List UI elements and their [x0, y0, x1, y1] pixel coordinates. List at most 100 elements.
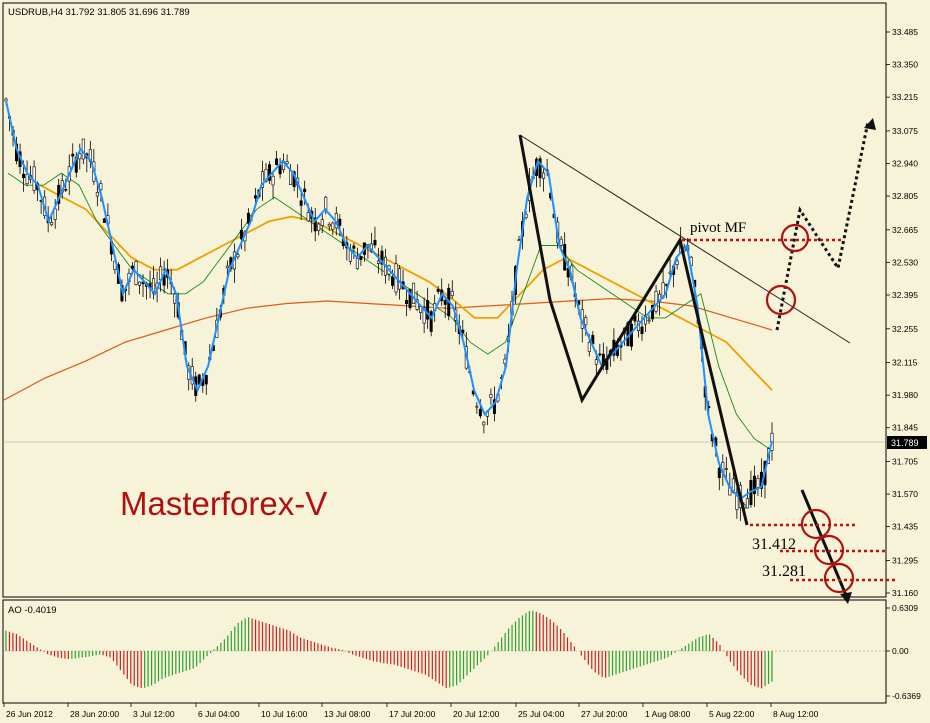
price-tick-label: 31.845 [892, 423, 918, 433]
candle-body [246, 212, 250, 224]
price-tick-label: 31.435 [892, 522, 918, 532]
candle-body [53, 208, 57, 220]
candle-body [492, 399, 496, 415]
time-tick-label: 27 Jul 20:00 [581, 709, 628, 719]
level-label-1: 31.412 [752, 536, 796, 553]
price-tick-label: 32.530 [892, 257, 918, 267]
target-circle-3 [823, 562, 855, 594]
time-tick-label: 3 Jul 12:00 [133, 709, 175, 719]
candle-body [359, 255, 363, 260]
time-tick-label: 13 Jul 08:00 [324, 709, 371, 719]
candle-body [587, 342, 591, 352]
candle-body [271, 175, 275, 186]
candle-body [95, 192, 99, 197]
candle-body [478, 408, 482, 417]
candle-body [745, 498, 749, 509]
candle-body [594, 359, 598, 365]
price-tick-label: 31.705 [892, 456, 918, 466]
candle-body [327, 224, 331, 227]
zigzag-wave-line [518, 134, 749, 526]
price-tick-label: 33.215 [892, 92, 918, 102]
price-axis: 33.485 33.350 33.215 33.075 32.940 32.805 32.6… [886, 27, 918, 598]
price-tick-label: 33.350 [892, 60, 918, 70]
candle-body [559, 238, 563, 246]
candle-body [675, 260, 679, 265]
candle-body [489, 394, 493, 398]
candle-body [373, 239, 377, 246]
price-tick-label: 31.980 [892, 390, 918, 400]
pivot-label: pivot MF [690, 220, 746, 236]
price-tick-label: 31.570 [892, 489, 918, 499]
candle-body [25, 174, 29, 184]
target-circle-pivot [780, 223, 810, 253]
candle-body [268, 164, 272, 181]
candle-body [717, 467, 721, 479]
candle-body [538, 158, 542, 179]
price-tick-label: 32.940 [892, 159, 918, 169]
ma-blue-path [5, 100, 773, 501]
ao-axis: 0.6309 0.00 -0.6369 [886, 603, 921, 701]
projection-dotted-path [775, 121, 870, 331]
price-tick-label: 32.665 [892, 225, 918, 235]
candle-body [313, 217, 317, 232]
price-tick-label: 32.115 [892, 358, 918, 368]
candle-body [436, 289, 440, 292]
candle-body [756, 478, 760, 488]
candle-body [275, 158, 279, 165]
candle-body [317, 223, 321, 232]
price-tick-label: 32.255 [892, 324, 918, 334]
candle-body [443, 300, 447, 305]
candle-body [130, 265, 134, 269]
price-tick-label: 33.075 [892, 126, 918, 136]
arrow-head-up [864, 118, 876, 130]
candle-body [647, 319, 651, 322]
candle-body [22, 173, 26, 179]
price-tick-label: 31.295 [892, 555, 918, 565]
ao-label: AO -0.4019 [8, 605, 57, 616]
candle-body [253, 195, 257, 199]
candle-body [173, 293, 177, 304]
chart-header: USDRUB,H4 31.792 31.805 31.696 31.789 [8, 7, 190, 18]
price-tick-label: 32.395 [892, 290, 918, 300]
candle-body [239, 229, 243, 240]
candle-body [415, 299, 419, 310]
ao-tick-label: 0.6309 [892, 603, 918, 613]
candle-body [651, 304, 655, 320]
candle-body [138, 281, 142, 286]
candle-body [236, 254, 240, 258]
candle-body [752, 475, 756, 495]
candle-body [380, 250, 384, 265]
candle-body [303, 188, 307, 193]
candle-body [78, 153, 82, 160]
candle-body [306, 212, 310, 222]
candle-body [285, 161, 289, 164]
time-tick-label: 5 Aug 22:00 [709, 709, 755, 719]
target-circle-1 [800, 508, 832, 540]
ma-fast-blue-line [5, 100, 773, 501]
candle-body [102, 218, 106, 223]
candle-body [64, 188, 68, 191]
candle-body [598, 353, 602, 356]
candle-body [81, 138, 85, 160]
ao-tick-label: -0.6369 [892, 691, 921, 701]
projection-arrow-down [800, 489, 850, 601]
price-tick-label: 33.485 [892, 27, 918, 37]
candle-body [422, 307, 426, 324]
watermark-text: Masterforex-V [120, 485, 327, 522]
time-tick-label: 8 Aug 12:00 [773, 709, 819, 719]
candle-body [735, 492, 739, 510]
level-label-2: 31.281 [762, 563, 806, 580]
time-tick-label: 1 Aug 08:00 [645, 709, 691, 719]
time-tick-label: 10 Jul 16:00 [261, 709, 308, 719]
time-tick-label: 17 Jul 20:00 [389, 709, 436, 719]
candle-body [299, 200, 303, 206]
candle-body [408, 288, 412, 309]
candle-body [517, 239, 521, 242]
price-tick-label: 32.805 [892, 191, 918, 201]
candle-body [724, 468, 728, 470]
candle-body [412, 282, 416, 304]
ao-histogram [5, 610, 773, 689]
candle-body [324, 196, 328, 210]
candle-body [584, 317, 588, 326]
